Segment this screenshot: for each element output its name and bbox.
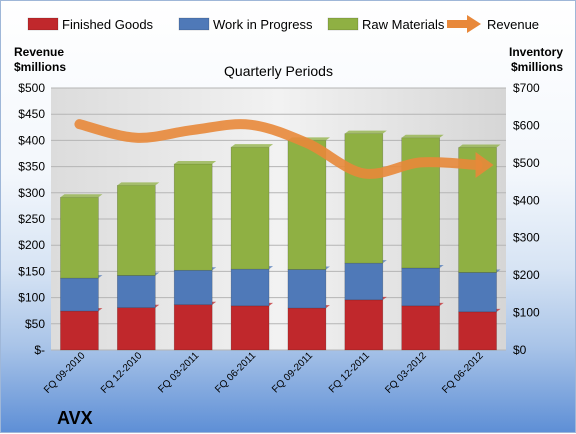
bar-finished-goods bbox=[459, 312, 497, 350]
bar-raw-materials bbox=[117, 185, 155, 275]
left-tick-label: $350 bbox=[18, 160, 45, 174]
bar-finished-goods bbox=[345, 300, 383, 350]
bar-work-in-progress bbox=[60, 278, 98, 311]
bar-top-raw-materials bbox=[174, 161, 216, 164]
left-tick-label: $50 bbox=[25, 317, 45, 331]
bar-work-in-progress bbox=[174, 270, 212, 304]
left-axis-title-line-2: $millions bbox=[14, 60, 66, 74]
bar-top-raw-materials bbox=[60, 194, 102, 197]
bar-finished-goods bbox=[117, 308, 155, 350]
x-tick-label: FQ 06-2011 bbox=[213, 350, 258, 395]
right-tick-label: $100 bbox=[513, 306, 540, 320]
left-tick-label: $300 bbox=[18, 186, 45, 200]
bar-top-raw-materials bbox=[231, 144, 273, 147]
x-tick-label: FQ 03-2012 bbox=[383, 350, 429, 396]
left-tick-label: $450 bbox=[18, 107, 45, 121]
right-tick-label: $0 bbox=[513, 343, 527, 357]
bar-finished-goods bbox=[174, 305, 212, 350]
x-tick-label: FQ 06-2012 bbox=[440, 350, 486, 396]
left-tick-label: $250 bbox=[18, 212, 45, 226]
left-tick-label: $150 bbox=[18, 264, 45, 278]
right-tick-label: $700 bbox=[513, 81, 540, 95]
bar-top-raw-materials bbox=[117, 182, 159, 185]
right-tick-label: $500 bbox=[513, 156, 540, 170]
bar-work-in-progress bbox=[345, 263, 383, 300]
left-axis-title-line-1: Revenue bbox=[14, 45, 64, 59]
bar-raw-materials bbox=[60, 197, 98, 278]
bar-raw-materials bbox=[345, 134, 383, 264]
bar-top-raw-materials bbox=[459, 145, 501, 148]
bar-raw-materials bbox=[288, 140, 326, 269]
bar-finished-goods bbox=[231, 306, 269, 350]
legend-label-raw-materials: Raw Materials bbox=[362, 17, 445, 32]
right-axis-title-line-2: $millions bbox=[511, 60, 563, 74]
legend-arrow-icon bbox=[467, 15, 481, 33]
x-tick-label: FQ 09-2011 bbox=[270, 350, 315, 395]
bar-finished-goods bbox=[402, 306, 440, 350]
right-axis-title-line-1: Inventory bbox=[509, 45, 563, 59]
bar-top-raw-materials bbox=[345, 131, 387, 134]
legend-label-work-in-progress: Work in Progress bbox=[213, 17, 313, 32]
x-tick-label: FQ 09-2010 bbox=[42, 350, 88, 396]
bar-work-in-progress bbox=[288, 270, 326, 309]
legend-swatch-raw-materials bbox=[328, 18, 358, 30]
legend-swatch-work-in-progress bbox=[179, 18, 209, 30]
left-tick-label: $200 bbox=[18, 238, 45, 252]
right-tick-label: $300 bbox=[513, 231, 540, 245]
company-label: AVX bbox=[57, 408, 93, 428]
right-axis-ticks: $0 $100 $200 $300 $400 $500 $600 $700 bbox=[513, 81, 540, 357]
bar-raw-materials bbox=[231, 147, 269, 269]
legend-label-revenue: Revenue bbox=[487, 17, 539, 32]
bar-work-in-progress bbox=[459, 273, 497, 312]
bar-work-in-progress bbox=[402, 268, 440, 306]
bar-raw-materials bbox=[174, 164, 212, 270]
x-tick-label: FQ 12-2010 bbox=[99, 350, 145, 396]
left-tick-label: $100 bbox=[18, 291, 45, 305]
bar-finished-goods bbox=[60, 311, 98, 350]
legend-swatch-finished-goods bbox=[28, 18, 58, 30]
bar-work-in-progress bbox=[231, 269, 269, 306]
plot-title: Quarterly Periods bbox=[224, 63, 333, 79]
left-tick-label: $- bbox=[34, 343, 45, 357]
left-axis-ticks: $- $50 $100 $150 $200 $250 $300 $350 $400 $450 $50… bbox=[18, 81, 45, 357]
bar-top-raw-materials bbox=[402, 135, 444, 138]
bar-work-in-progress bbox=[117, 276, 155, 308]
x-tick-label: FQ 03-2011 bbox=[156, 350, 201, 395]
legend-label-finished-goods: Finished Goods bbox=[62, 17, 154, 32]
legend-swatch-revenue bbox=[447, 20, 469, 28]
right-tick-label: $600 bbox=[513, 118, 540, 132]
legend: Finished Goods Work in Progress Raw Materi… bbox=[28, 15, 539, 33]
bar-finished-goods bbox=[288, 308, 326, 350]
left-tick-label: $400 bbox=[18, 133, 45, 147]
x-tick-label: FQ 12-2011 bbox=[327, 350, 372, 395]
right-tick-label: $400 bbox=[513, 193, 540, 207]
left-tick-label: $500 bbox=[18, 81, 45, 95]
right-tick-label: $200 bbox=[513, 268, 540, 282]
